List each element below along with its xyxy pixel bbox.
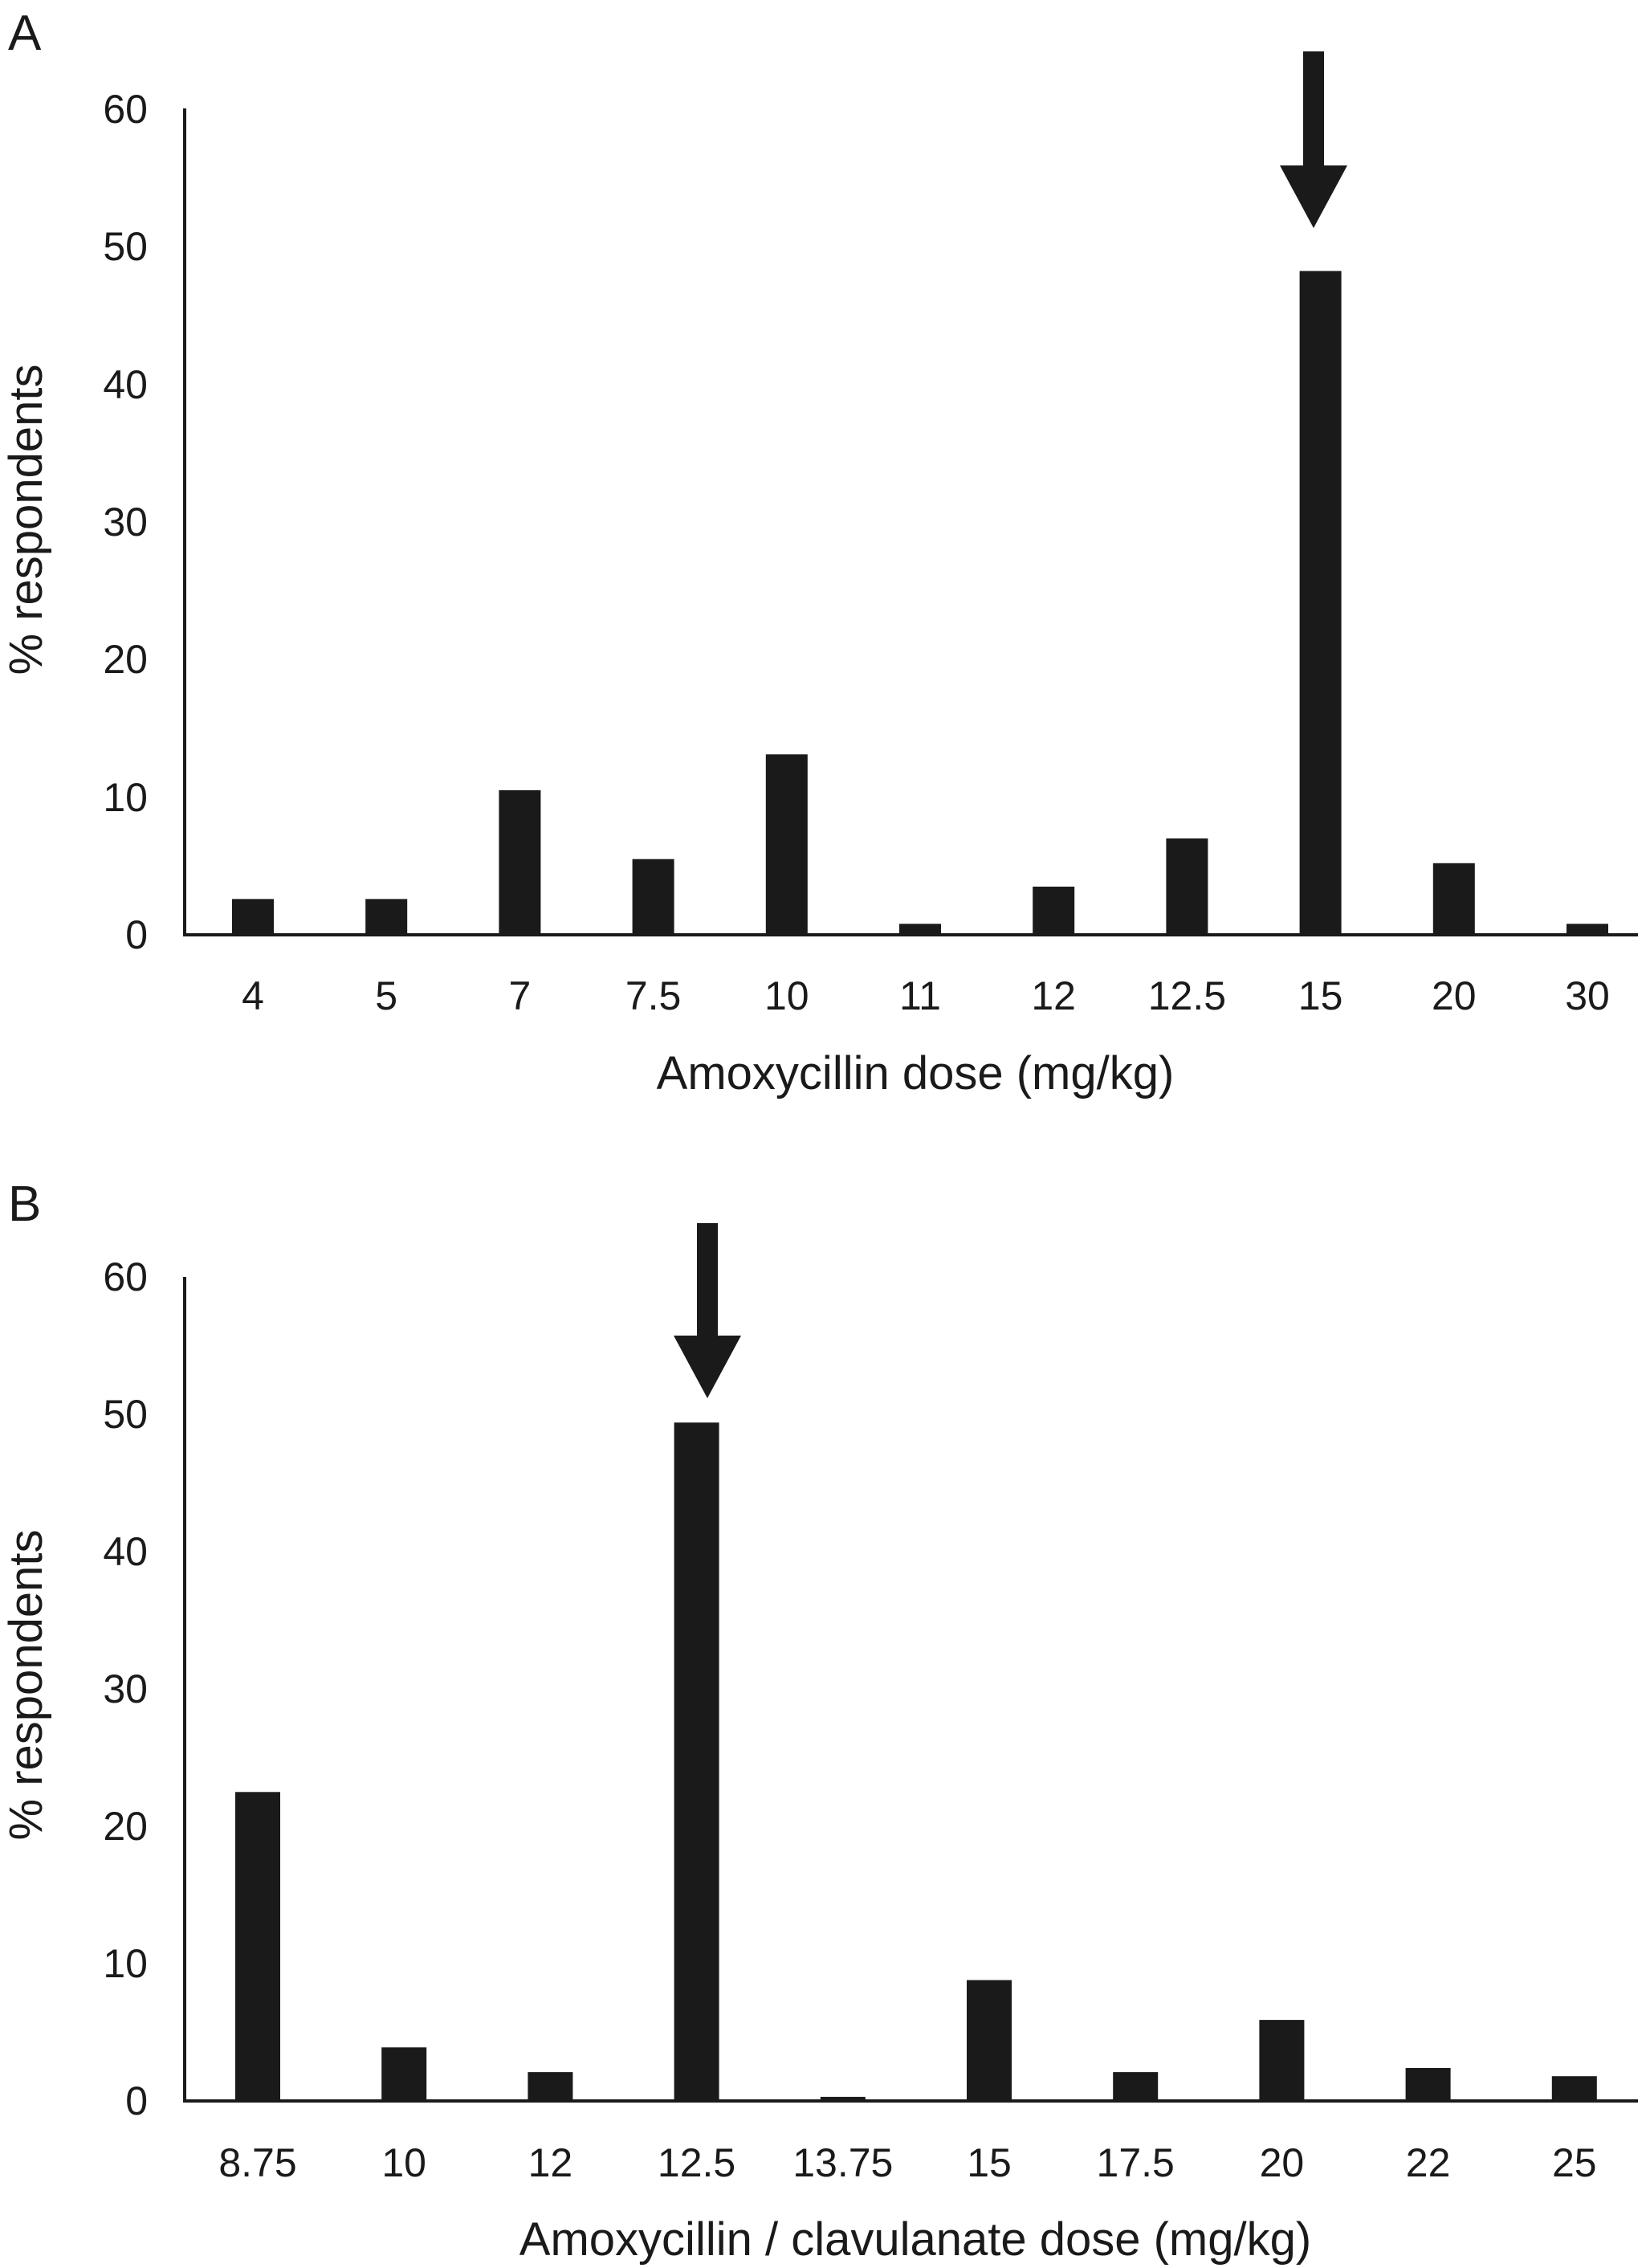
panel-a-bar bbox=[632, 859, 674, 935]
panel-b-x-axis-title: Amoxycillin / clavulanate dose (mg/kg) bbox=[519, 2213, 1311, 2266]
panel-a-y-tick: 10 bbox=[103, 775, 148, 820]
panel-a-y-ticks: 0 10 20 30 40 50 60 bbox=[103, 87, 148, 957]
panel-a-x-tick-label: 20 bbox=[1432, 973, 1477, 1018]
panel-b-letter: B bbox=[8, 1177, 41, 1232]
panel-b-bar bbox=[820, 2096, 866, 2101]
panel-a-y-tick: 60 bbox=[103, 87, 148, 132]
panel-b-y-tick: 50 bbox=[103, 1392, 148, 1437]
panel-b-y-tick: 40 bbox=[103, 1529, 148, 1574]
panel-b-y-tick: 60 bbox=[103, 1254, 148, 1299]
panel-b-bar bbox=[381, 2047, 427, 2101]
panel-a: A % respondents 0 10 20 30 40 50 60 4 5 7 7… bbox=[0, 6, 1638, 1099]
panel-b-bar bbox=[1551, 2076, 1597, 2101]
panel-b-x-tick-label: 12.5 bbox=[658, 2140, 735, 2185]
panel-b-bar bbox=[235, 1792, 280, 2102]
panel-a-y-tick: 0 bbox=[125, 912, 148, 957]
panel-b-x-tick-label: 20 bbox=[1260, 2140, 1305, 2185]
panel-b-y-ticks: 0 10 20 30 40 50 60 bbox=[103, 1254, 148, 2123]
panel-a-bar bbox=[499, 789, 541, 935]
panel-a-x-tick-label: 5 bbox=[375, 973, 397, 1018]
panel-a-bar bbox=[1033, 887, 1075, 935]
panel-b-bar bbox=[1113, 2072, 1159, 2101]
panel-b: B % respondents 0 10 20 30 40 50 60 8.75… bbox=[0, 1177, 1638, 2266]
panel-a-x-tick-label: 11 bbox=[899, 973, 941, 1018]
panel-a-y-tick: 40 bbox=[103, 362, 148, 407]
panel-a-bar bbox=[232, 899, 274, 935]
panel-b-y-tick: 0 bbox=[125, 2078, 148, 2123]
panel-b-y-axis-title: % respondents bbox=[0, 1530, 52, 1841]
panel-a-x-tick-label: 30 bbox=[1565, 973, 1610, 1018]
panel-a-y-tick: 30 bbox=[103, 500, 148, 545]
panel-a-x-tick-label: 10 bbox=[764, 973, 809, 1018]
panel-a-x-tick-label: 7 bbox=[508, 973, 531, 1018]
panel-a-y-tick: 20 bbox=[103, 637, 148, 682]
panel-a-x-tick-label: 12.5 bbox=[1148, 973, 1226, 1018]
panel-a-x-tick-label: 15 bbox=[1298, 973, 1343, 1018]
panel-a-y-axis-title: % respondents bbox=[0, 365, 52, 675]
panel-b-x-tick-label: 8.75 bbox=[218, 2140, 296, 2185]
panel-a-bar bbox=[765, 754, 808, 935]
panel-a-y-tick: 50 bbox=[103, 224, 148, 269]
panel-b-y-tick: 20 bbox=[103, 1804, 148, 1849]
panel-b-x-tick-label: 25 bbox=[1552, 2140, 1597, 2185]
panel-a-x-axis-title: Amoxycillin dose (mg/kg) bbox=[657, 1047, 1175, 1099]
panel-b-bars bbox=[235, 1422, 1597, 2102]
panel-a-bar bbox=[899, 924, 941, 935]
panel-b-bar bbox=[1259, 2020, 1305, 2101]
panel-b-x-ticks: 8.75 10 12 12.5 13.75 15 17.5 20 22 25 bbox=[218, 2140, 1596, 2185]
panel-b-x-tick-label: 10 bbox=[381, 2140, 426, 2185]
panel-b-x-tick-label: 13.75 bbox=[792, 2140, 893, 2185]
panel-b-y-tick: 30 bbox=[103, 1666, 148, 1711]
panel-b-y-tick: 10 bbox=[103, 1941, 148, 1986]
panel-b-bar bbox=[967, 1980, 1012, 2101]
panel-a-x-ticks: 4 5 7 7.5 10 11 12 12.5 15 20 30 bbox=[242, 973, 1610, 1018]
panel-a-x-tick-label: 4 bbox=[242, 973, 264, 1018]
panel-a-bar bbox=[1166, 838, 1208, 935]
panel-a-bar bbox=[1432, 863, 1475, 935]
panel-a-x-tick-label: 7.5 bbox=[625, 973, 682, 1018]
panel-a-bar bbox=[1566, 924, 1608, 935]
panel-b-highlight-arrow bbox=[674, 1223, 741, 1398]
panel-a-highlight-arrow bbox=[1280, 51, 1347, 228]
panel-b-bar bbox=[674, 1422, 719, 2101]
panel-b-x-tick-label: 22 bbox=[1406, 2140, 1451, 2185]
panel-a-letter: A bbox=[8, 6, 42, 61]
panel-a-bars bbox=[232, 271, 1608, 935]
panel-b-x-tick-label: 15 bbox=[967, 2140, 1012, 2185]
panel-b-x-tick-label: 17.5 bbox=[1097, 2140, 1175, 2185]
panel-a-x-tick-label: 12 bbox=[1031, 973, 1076, 1018]
panel-a-bar bbox=[1299, 271, 1342, 935]
panel-b-x-tick-label: 12 bbox=[528, 2140, 573, 2185]
panel-a-bar bbox=[365, 899, 408, 935]
panel-b-bar bbox=[528, 2072, 573, 2101]
panel-b-bar bbox=[1405, 2068, 1451, 2101]
